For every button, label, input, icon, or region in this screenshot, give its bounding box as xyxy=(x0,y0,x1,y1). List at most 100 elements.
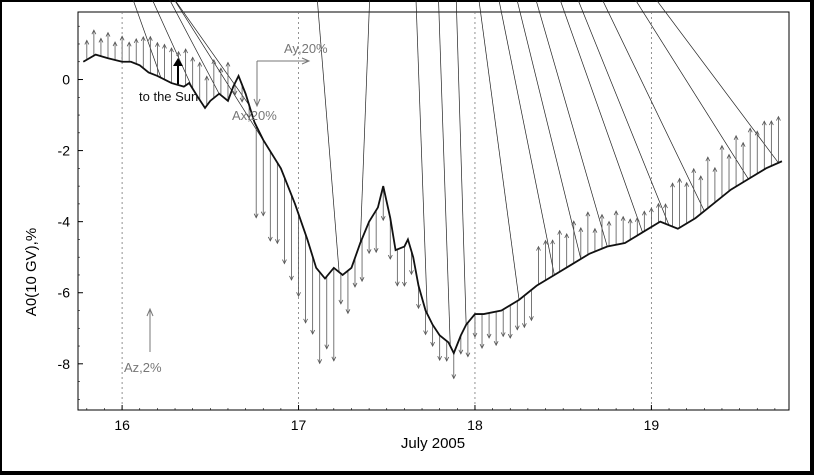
az-arrow-head-43 xyxy=(387,254,393,260)
x-tick-label-1: 17 xyxy=(291,417,307,433)
ay-scale-head xyxy=(301,57,311,65)
connector-line-12 xyxy=(516,0,582,260)
y-tick-label-2: -4 xyxy=(58,214,71,230)
az-arrow-head-16 xyxy=(197,61,203,67)
az-arrow-head-9 xyxy=(147,35,153,41)
az-arrow-head-26 xyxy=(267,236,273,242)
az-arrow-head-5 xyxy=(119,35,125,41)
connector-line-6 xyxy=(359,0,370,243)
az-arrow-head-13 xyxy=(176,50,181,56)
az-arrow-head-1 xyxy=(91,29,97,35)
az-arrow-head-55 xyxy=(472,332,478,338)
az-arrow-head-29 xyxy=(289,275,294,281)
annotation-ay: Ay,20% xyxy=(284,41,328,56)
az-arrow-head-38 xyxy=(352,282,358,288)
az-arrow-head-8 xyxy=(140,35,146,42)
annotation-ax: Ax,20% xyxy=(232,108,277,123)
az-arrow-head-67 xyxy=(557,229,563,235)
y-tick-label-4: -8 xyxy=(58,356,71,372)
az-arrows xyxy=(84,29,781,380)
az-arrow-head-87 xyxy=(698,175,704,181)
az-arrow-head-60 xyxy=(507,333,513,339)
az-arrow-head-59 xyxy=(500,332,506,338)
az-arrow-head-44 xyxy=(394,281,400,287)
az-arrow-head-77 xyxy=(627,218,633,224)
connector-line-16 xyxy=(602,0,705,212)
x-axis-title: July 2005 xyxy=(401,435,465,452)
az-arrow-head-98 xyxy=(776,115,781,121)
az-arrow-head-76 xyxy=(620,215,626,221)
az-arrow-head-10 xyxy=(155,41,160,47)
az-arrow-head-97 xyxy=(768,120,774,126)
az-arrow-head-70 xyxy=(578,226,584,233)
az-arrow-head-80 xyxy=(649,207,654,213)
az-arrow-head-39 xyxy=(359,277,365,283)
connector-line-7 xyxy=(415,0,428,315)
az-arrow-head-2 xyxy=(98,37,104,43)
az-arrow-head-88 xyxy=(705,156,711,162)
az-arrow-head-54 xyxy=(465,352,471,358)
connector-line-10 xyxy=(478,0,520,300)
az-arrow-head-11 xyxy=(162,43,167,49)
az-arrow-head-89 xyxy=(712,166,718,172)
az-arrow-head-79 xyxy=(641,210,647,216)
az-arrow-head-17 xyxy=(204,75,210,81)
grid-lines xyxy=(121,12,652,410)
az-arrow-head-6 xyxy=(126,41,132,47)
az-arrow-head-57 xyxy=(486,333,492,339)
connector-line-9 xyxy=(455,0,467,325)
az-arrow-head-21 xyxy=(232,90,238,96)
y-tick-label-0: 0 xyxy=(62,72,70,88)
connector-line-14 xyxy=(559,0,643,233)
az-arrow-head-25 xyxy=(260,211,266,217)
az-arrow-head-23 xyxy=(246,113,252,119)
az-arrow-head-66 xyxy=(550,239,555,245)
az-arrow-head-92 xyxy=(733,134,739,140)
az-arrow-head-51 xyxy=(444,356,450,362)
x-tick-label-2: 18 xyxy=(467,417,483,433)
sun-arrow-head xyxy=(173,58,183,66)
az-arrow-head-85 xyxy=(684,181,690,187)
az-arrow-head-61 xyxy=(514,325,520,331)
az-arrow-head-73 xyxy=(599,213,605,219)
az-arrow-head-14 xyxy=(183,48,188,54)
az-arrow-head-36 xyxy=(338,299,344,305)
y-axis-title: A0(10 GV),% xyxy=(23,228,40,316)
az-arrow-head-28 xyxy=(282,259,287,265)
az-arrow-head-34 xyxy=(324,344,330,350)
az-arrow-head-47 xyxy=(416,304,421,310)
az-arrow-head-15 xyxy=(190,56,196,62)
az-arrow-head-78 xyxy=(634,216,640,222)
connector-line-1 xyxy=(152,0,193,89)
az-arrow-head-91 xyxy=(726,153,732,159)
az-arrow-head-63 xyxy=(529,316,534,322)
az-arrow-head-75 xyxy=(613,210,619,216)
az-arrow-head-95 xyxy=(754,130,760,136)
az-arrow-head-22 xyxy=(239,97,245,103)
az-arrow-head-48 xyxy=(423,330,428,336)
series-lines xyxy=(82,53,783,356)
connector-line-18 xyxy=(656,0,779,164)
y-tick-labels: 0 -2 -4 -6 -8 xyxy=(58,25,83,400)
az-arrow-head-32 xyxy=(310,329,316,335)
az-arrow-head-64 xyxy=(536,245,541,251)
az-arrow-head-68 xyxy=(564,233,570,239)
az-arrow-head-86 xyxy=(691,167,697,173)
plot-area-border xyxy=(77,11,790,411)
connector-lines xyxy=(132,0,779,347)
az-arrow-head-27 xyxy=(275,239,280,245)
az-arrow-head-20 xyxy=(225,61,231,67)
az-arrow-head-81 xyxy=(656,202,661,208)
az-arrow-head-65 xyxy=(543,239,548,245)
az-arrow-head-4 xyxy=(112,41,118,47)
series-line-0 xyxy=(82,53,783,356)
connector-line-5 xyxy=(316,0,340,273)
az-arrow-head-30 xyxy=(296,292,301,298)
az-arrow-head-53 xyxy=(458,349,464,355)
az-arrow-head-45 xyxy=(402,281,407,287)
az-arrow-head-71 xyxy=(585,211,591,217)
az-arrow-head-3 xyxy=(105,31,111,37)
az-arrow-head-18 xyxy=(211,58,217,65)
az-arrow-head-56 xyxy=(479,343,485,349)
